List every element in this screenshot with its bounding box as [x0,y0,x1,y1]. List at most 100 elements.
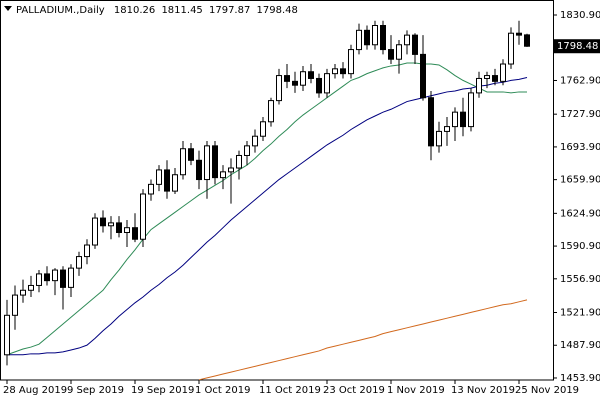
y-tick-label: 1521.90 [560,308,600,319]
price-label-box [553,39,600,54]
candle-body [308,71,314,79]
x-tick-label: 9 Sep 2019 [67,385,124,396]
candle-body [60,269,66,288]
candle-body [444,126,450,132]
candle-body [244,145,250,156]
candle-body [68,267,74,288]
candle-body [404,34,410,46]
candle-body [52,269,58,282]
ohlc-high: 1811.45 [161,5,202,16]
candle-body [212,145,218,179]
candle-body [484,75,490,79]
ohlc-low: 1797.87 [209,5,250,16]
candle-body [204,145,210,181]
candle-body [276,75,282,102]
x-tick-label: 28 Aug 2019 [3,385,67,396]
candle-body [396,44,402,60]
x-tick-label: 11 Oct 2019 [259,385,321,396]
y-tick-label: 1453.90 [560,373,600,384]
candle-body [92,217,98,246]
x-tick-label: 25 Nov 2019 [515,385,579,396]
candle-body [132,227,138,240]
y-tick-label: 1659.90 [560,175,600,186]
x-tick-label: 19 Sep 2019 [131,385,194,396]
candle-body [140,193,146,240]
candle-body [340,68,346,75]
candle-body [508,32,514,65]
candle-body [236,154,242,169]
candle-body [372,25,378,46]
candle-body [436,130,442,147]
candle-body [76,256,82,269]
candle-body [388,49,394,60]
candle-body [476,77,482,94]
x-tick-label: 23 Oct 2019 [323,385,385,396]
candle-body [284,75,290,82]
candle-body [492,75,498,82]
candle-body [12,294,18,316]
candle-body [36,273,42,286]
candle-body [156,169,162,185]
ohlc-open: 1810.26 [114,5,155,16]
candle-body [524,34,530,47]
y-tick-label: 1727.90 [560,109,600,120]
candle-body [4,314,10,356]
candle-body [300,71,306,86]
candle-body [460,111,466,128]
candle-body [28,284,34,291]
candle-body [468,92,474,128]
candle-body [316,77,322,94]
x-tick-label: 1 Nov 2019 [387,385,445,396]
x-tick-label: 13 Nov 2019 [451,385,515,396]
y-tick-label: 1590.90 [560,241,600,252]
candle-body [100,217,106,227]
y-tick-label: 1487.90 [560,340,600,351]
y-tick-label: 1556.90 [560,274,600,285]
moving-average [6,62,527,356]
candle-body [228,167,234,173]
candle-body [260,121,266,137]
candle-body [220,171,226,179]
candle-body [516,32,522,36]
candle-body [44,273,50,282]
y-tick-label: 1830.90 [560,10,600,21]
candle-body [348,49,354,75]
candle-body [148,183,154,195]
candle-body [252,135,258,147]
chart-title: PALLADIUM.,Daily [16,5,105,16]
candle-body [292,80,298,86]
candle-body [420,53,426,99]
candle-body [380,25,386,51]
candle-body [324,73,330,94]
candle-body [116,222,122,234]
candle-body [20,289,26,296]
candle-body [164,169,170,192]
moving-average [198,299,528,381]
header: PALLADIUM.,Daily 1810.26 1811.45 1797.87… [16,5,298,16]
candle-body [188,148,194,161]
price-label: 1798.48 [557,41,598,52]
candle-body [108,222,114,227]
candle-body [84,244,90,258]
candle-body [196,159,202,181]
candle-body [364,29,370,46]
candle-body [412,34,418,55]
candle-body [172,174,178,192]
candle-body [332,68,338,75]
candle-body [428,97,434,147]
y-tick-label: 1762.90 [560,75,600,86]
moving-average [7,77,528,356]
candle-body [500,63,506,82]
menu-icon [4,6,12,11]
candle-body [180,148,186,176]
y-tick-label: 1693.90 [560,142,600,153]
plot-frame [0,0,554,381]
candle-body [124,227,130,234]
candle-body [452,111,458,128]
x-tick-label: 1 Oct 2019 [195,385,250,396]
y-tick-label: 1624.90 [560,208,600,219]
candle-body [356,29,362,51]
ohlc-close: 1798.48 [257,5,298,16]
candle-body [268,100,274,123]
